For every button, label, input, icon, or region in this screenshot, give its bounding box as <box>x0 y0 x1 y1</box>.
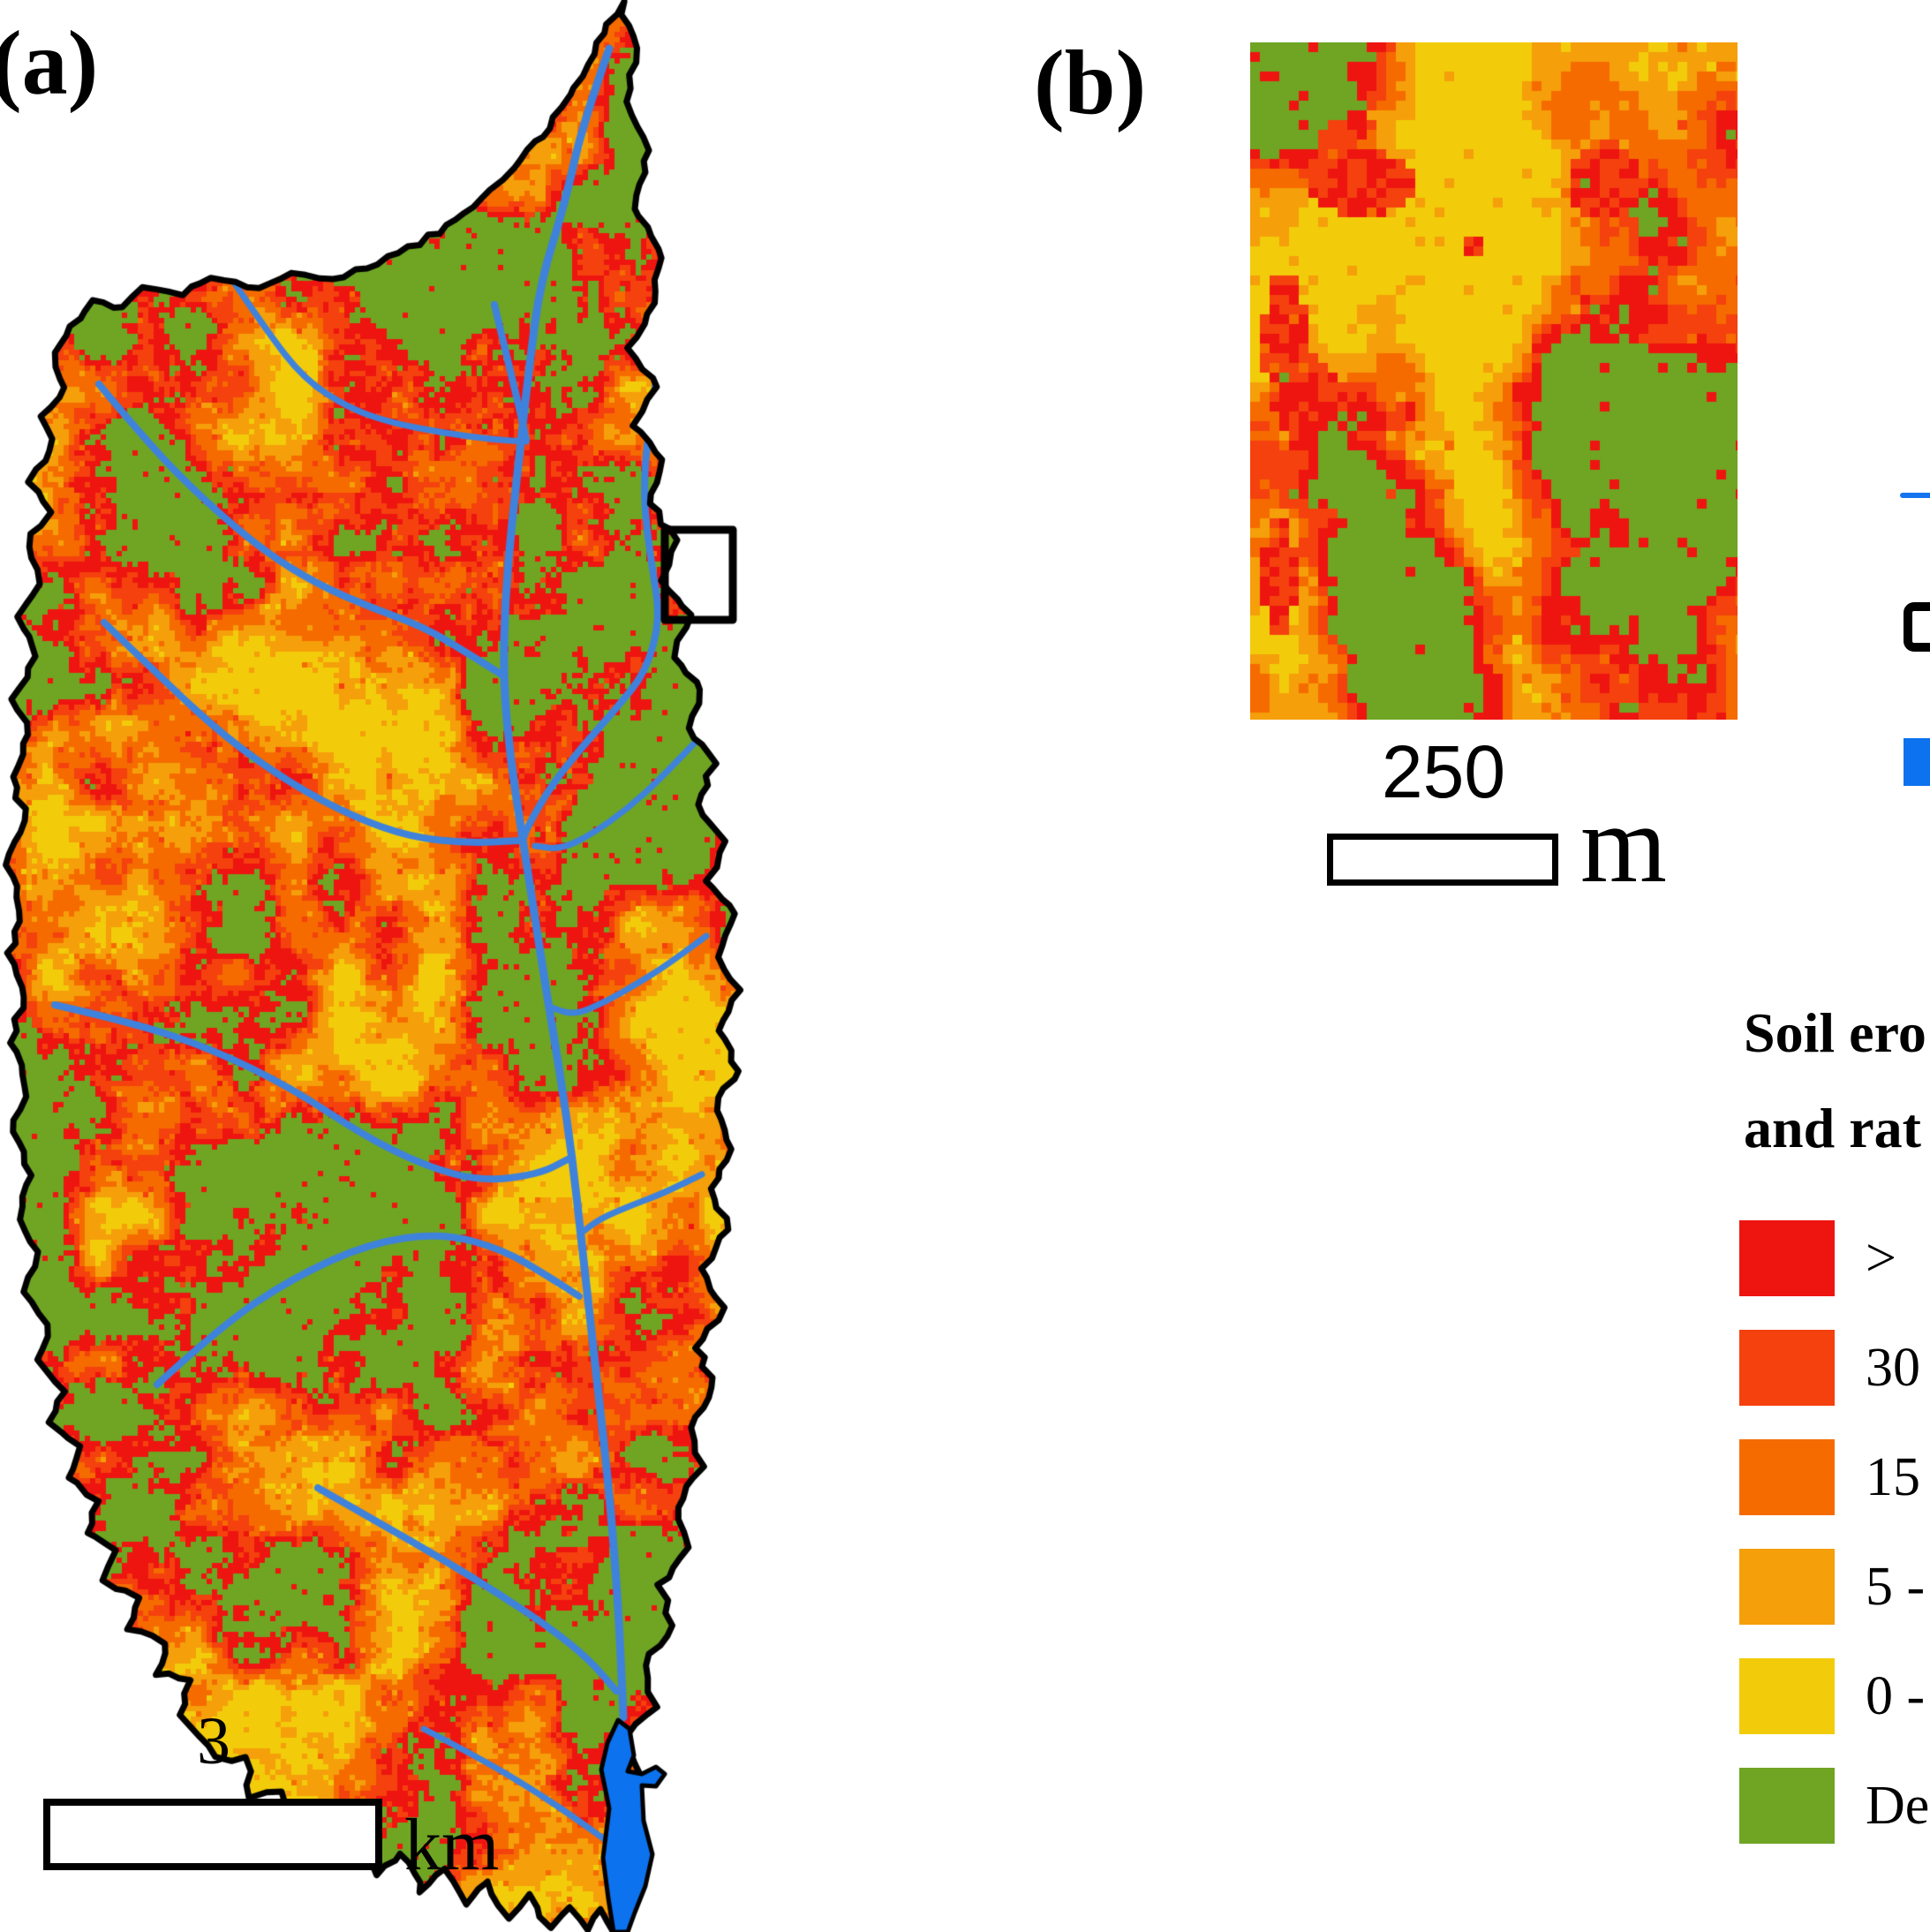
water-body-legend-symbol <box>1904 738 1930 786</box>
legend-class-swatch <box>1739 1439 1835 1515</box>
legend-class-label: 15 <box>1866 1447 1920 1507</box>
legend-class-swatch <box>1739 1220 1835 1296</box>
inset-erosion-raster <box>1250 42 1738 720</box>
legend-title-line1: Soil ero <box>1744 1001 1926 1064</box>
legend-class-label: 5 - <box>1866 1557 1926 1617</box>
legend-class-label: De <box>1866 1776 1930 1836</box>
legend-class-swatch <box>1739 1549 1835 1625</box>
scalebar-b-unit: m <box>1580 783 1668 906</box>
watershed-erosion-map <box>0 0 746 1932</box>
inset-extent-legend-symbol <box>1904 602 1930 652</box>
scalebar-b-bar <box>1327 834 1558 886</box>
legend-class-swatch <box>1739 1768 1835 1844</box>
panel-b-label: (b) <box>1034 32 1147 133</box>
legend-class-label: > <box>1866 1228 1896 1288</box>
scalebar-a-value: 3 <box>197 1704 230 1778</box>
legend-class-label: 0 - <box>1866 1666 1926 1726</box>
legend-class-label: 30 <box>1866 1338 1920 1398</box>
scalebar-a-bar <box>43 1799 382 1870</box>
scalebar-a-unit: km <box>404 1804 500 1886</box>
river-legend-symbol <box>1900 493 1930 498</box>
scalebar-b-value: 250 <box>1381 730 1506 813</box>
legend-class-swatch <box>1739 1658 1835 1734</box>
legend-title-line2: and rat <box>1744 1097 1921 1159</box>
legend-class-swatch <box>1739 1330 1835 1406</box>
panel-a-label: (a) <box>0 12 99 114</box>
